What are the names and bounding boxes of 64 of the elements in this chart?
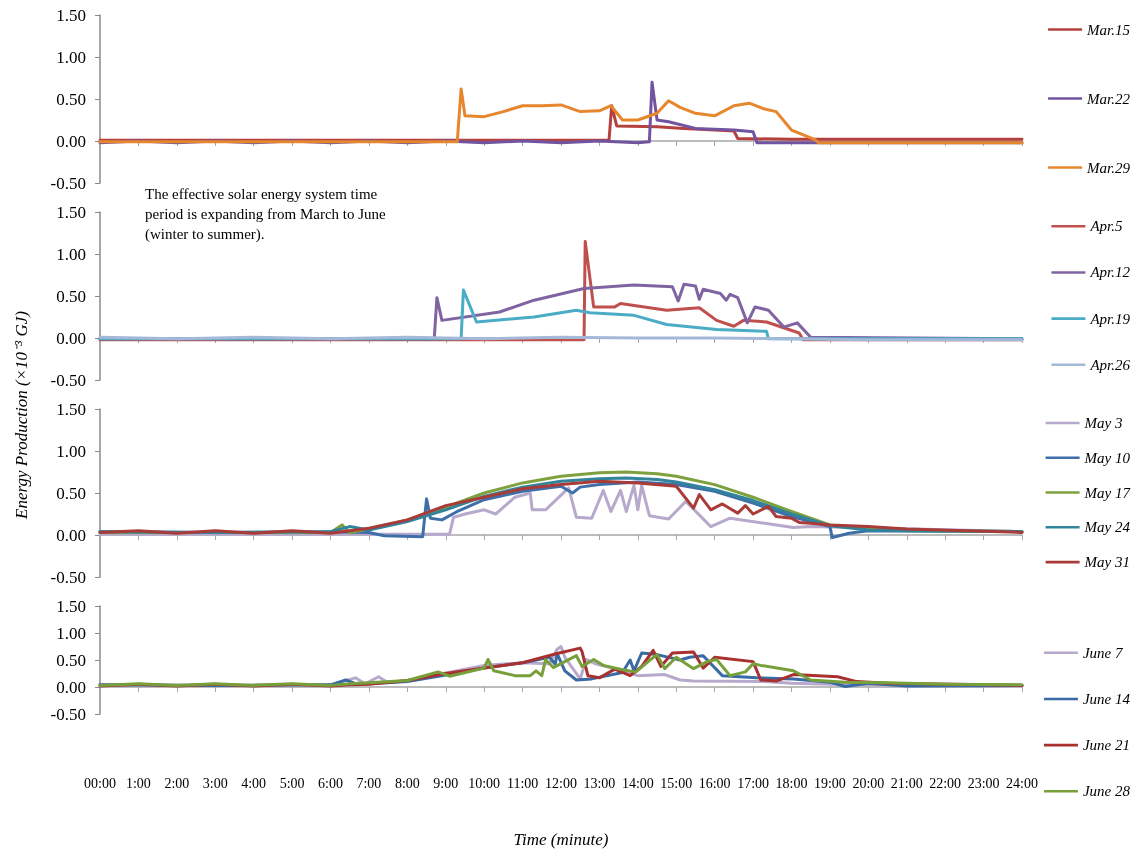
legend-label: Apr.26 <box>1089 356 1131 373</box>
y-tick-label: -0.50 <box>50 370 86 390</box>
x-tick-label: 10:00 <box>468 775 501 791</box>
legend-label: May 10 <box>1083 449 1131 466</box>
legend-label: June 28 <box>1082 783 1131 800</box>
y-tick-label: -0.50 <box>50 567 86 587</box>
y-tick-label: 1.00 <box>56 47 86 67</box>
x-tick-label: 17:00 <box>737 775 770 791</box>
y-tick-label: 0.50 <box>56 650 86 670</box>
x-tick-label: 11:00 <box>506 775 539 791</box>
x-tick-label: 12:00 <box>545 775 577 791</box>
legend-label: May 31 <box>1083 554 1130 571</box>
y-tick-label: 0.50 <box>56 89 86 109</box>
y-tick-label: 0.00 <box>56 525 86 545</box>
y-tick-label: 0.50 <box>56 483 86 503</box>
x-tick-label: 22:00 <box>929 775 962 791</box>
legend-label: Mar.15 <box>1086 21 1131 38</box>
y-tick-label: 1.00 <box>56 623 86 643</box>
legend-label: Apr.19 <box>1089 310 1131 327</box>
y-tick-label: 0.00 <box>56 328 86 348</box>
legend-label: Mar.29 <box>1086 159 1131 176</box>
y-tick-label: 1.00 <box>56 244 86 264</box>
legend-label: May 3 <box>1083 414 1123 431</box>
y-tick-label: 1.50 <box>56 5 86 25</box>
legend-label: June 14 <box>1082 690 1131 707</box>
legend-label: June 21 <box>1082 737 1131 754</box>
x-tick-label: 2:00 <box>164 775 190 791</box>
y-tick-label: 1.50 <box>56 596 86 616</box>
x-tick-label: 23:00 <box>967 775 1000 791</box>
x-tick-label: 5:00 <box>279 775 305 791</box>
x-tick-label: 18:00 <box>775 775 808 791</box>
legend-label: Apr.5 <box>1089 218 1123 235</box>
x-tick-label: 6:00 <box>318 775 343 791</box>
y-tick-label: 1.00 <box>56 441 86 461</box>
x-tick-label: 21:00 <box>890 775 923 791</box>
x-tick-label: 13:00 <box>583 775 616 791</box>
annotation: The effective solar energy system time period is expanding from March to June (winter to summer). <box>145 185 387 244</box>
y-axis-title: Energy Production (×10⁻³ GJ) <box>10 311 32 519</box>
legend-label: May 17 <box>1083 484 1132 501</box>
x-tick-label: 16:00 <box>698 775 731 791</box>
y-tick-label: 0.00 <box>56 131 86 151</box>
legend-label: May 24 <box>1083 519 1131 536</box>
x-tick-label: 14:00 <box>621 775 654 791</box>
x-tick-label: 9:00 <box>433 775 459 791</box>
y-tick-label: 0.00 <box>56 677 86 697</box>
x-tick-label: 15:00 <box>660 775 693 791</box>
legend-label: June 7 <box>1082 644 1124 661</box>
x-axis-title: Time (minute) <box>513 830 609 849</box>
legend-label: Apr.12 <box>1089 264 1131 281</box>
x-tick-label: 7:00 <box>356 775 382 791</box>
x-tick-label: 00:00 <box>84 775 116 791</box>
x-tick-label: 4:00 <box>241 775 267 791</box>
x-tick-label: 8:00 <box>394 775 420 791</box>
x-tick-label: 19:00 <box>813 775 846 791</box>
x-tick-label: 24:00 <box>1006 775 1038 791</box>
legend-label: Mar.22 <box>1086 90 1131 107</box>
y-tick-label: 1.50 <box>56 202 86 222</box>
y-tick-label: -0.50 <box>50 704 86 724</box>
x-tick-label: 3:00 <box>202 775 228 791</box>
x-tick-label: 1:00 <box>125 775 151 791</box>
y-tick-label: 0.50 <box>56 286 86 306</box>
x-tick-label: 20:00 <box>852 775 885 791</box>
y-tick-label: -0.50 <box>50 173 86 193</box>
y-tick-label: 1.50 <box>56 399 86 419</box>
